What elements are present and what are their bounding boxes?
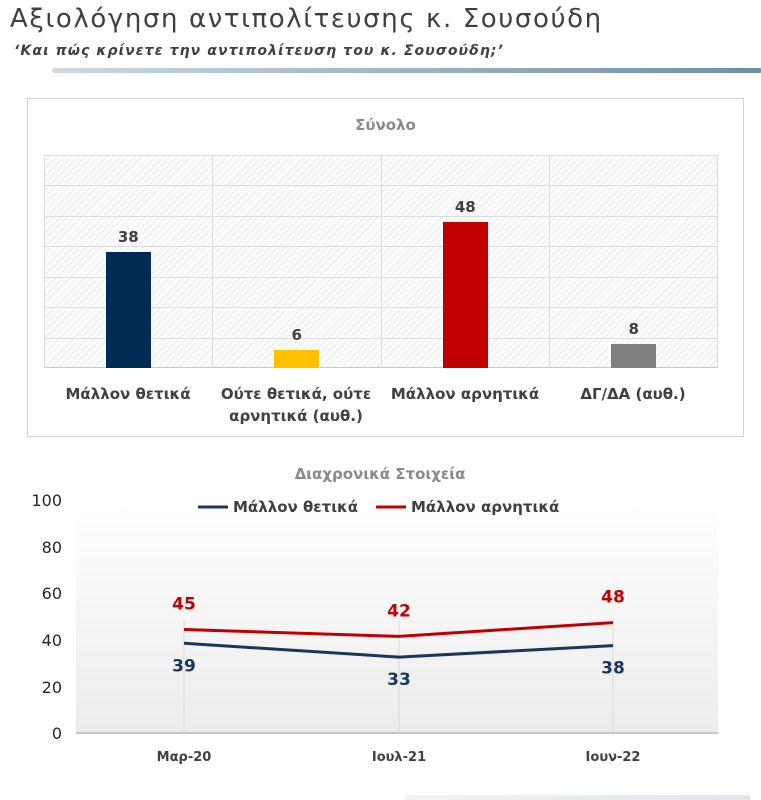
data-label: 38 <box>601 659 625 679</box>
line-chart-title: Διαχρονικά Στοιχεία <box>295 465 466 483</box>
bar-value-label: 38 <box>117 228 139 247</box>
bar-chart-title: Σύνολο <box>355 116 416 134</box>
footer-rule <box>405 795 750 800</box>
x-tick-label: Ιουν-22 <box>586 750 641 765</box>
data-label: 42 <box>387 601 411 621</box>
series-line-negative <box>183 621 614 638</box>
line-chart: Διαχρονικά Στοιχεία Μάλλον θετικά Μάλλον… <box>31 465 718 765</box>
data-label: 45 <box>172 595 196 615</box>
y-tick-label: 40 <box>42 631 62 650</box>
x-tick-label: Μαρ-20 <box>157 750 212 765</box>
data-label: 48 <box>601 588 625 608</box>
category-label: Μάλλον αρνητικά <box>390 385 540 403</box>
bar-plot-area: 38 6 48 8 <box>44 155 718 368</box>
gridline-vertical <box>717 155 718 368</box>
data-label: 33 <box>387 670 411 690</box>
y-tick-label: 0 <box>52 724 62 743</box>
bar-chart-panel: Σύνολο 38 6 48 8 Μάλλον θετικά Ούτε θετι… <box>27 98 744 437</box>
y-tick-label: 60 <box>42 584 62 603</box>
category-label: ΔΓ/ΔΑ (αυθ.) <box>580 385 686 403</box>
gridline-vertical <box>549 155 550 368</box>
page-subtitle: ‘Και πώς κρίνετε την αντιπολίτευση του κ… <box>14 43 505 59</box>
title-underline <box>52 68 761 73</box>
bar <box>274 349 320 368</box>
page-title: Αξιολόγηση αντιπολίτευσης κ. Σουσούδη <box>10 4 603 34</box>
gridline-vertical <box>212 155 213 368</box>
bar <box>611 343 657 368</box>
gridline-vertical <box>44 155 45 368</box>
legend-label: Μάλλον θετικά <box>233 498 358 516</box>
legend-label: Μάλλον αρνητικά <box>411 498 559 516</box>
bar-value-label: 6 <box>291 325 302 344</box>
legend: Μάλλον θετικά Μάλλον αρνητικά <box>198 498 559 516</box>
line-plot-area <box>76 503 718 733</box>
bar <box>442 221 488 368</box>
x-tick-label: Ιουλ-21 <box>372 750 426 765</box>
bar-value-label: 8 <box>628 319 639 338</box>
y-tick-label: 80 <box>42 538 62 557</box>
category-label: Μάλλον θετικά <box>65 385 191 403</box>
y-tick-label: 100 <box>31 491 62 510</box>
bar <box>105 252 151 368</box>
bar-value-label: 48 <box>454 197 476 216</box>
gridline-vertical <box>381 155 382 368</box>
series-line-positive <box>183 641 614 659</box>
category-label: Ούτε θετικά, ούτε αρνητικά (αυθ.) <box>220 385 372 425</box>
data-label: 39 <box>172 656 196 676</box>
y-tick-label: 20 <box>42 678 62 697</box>
